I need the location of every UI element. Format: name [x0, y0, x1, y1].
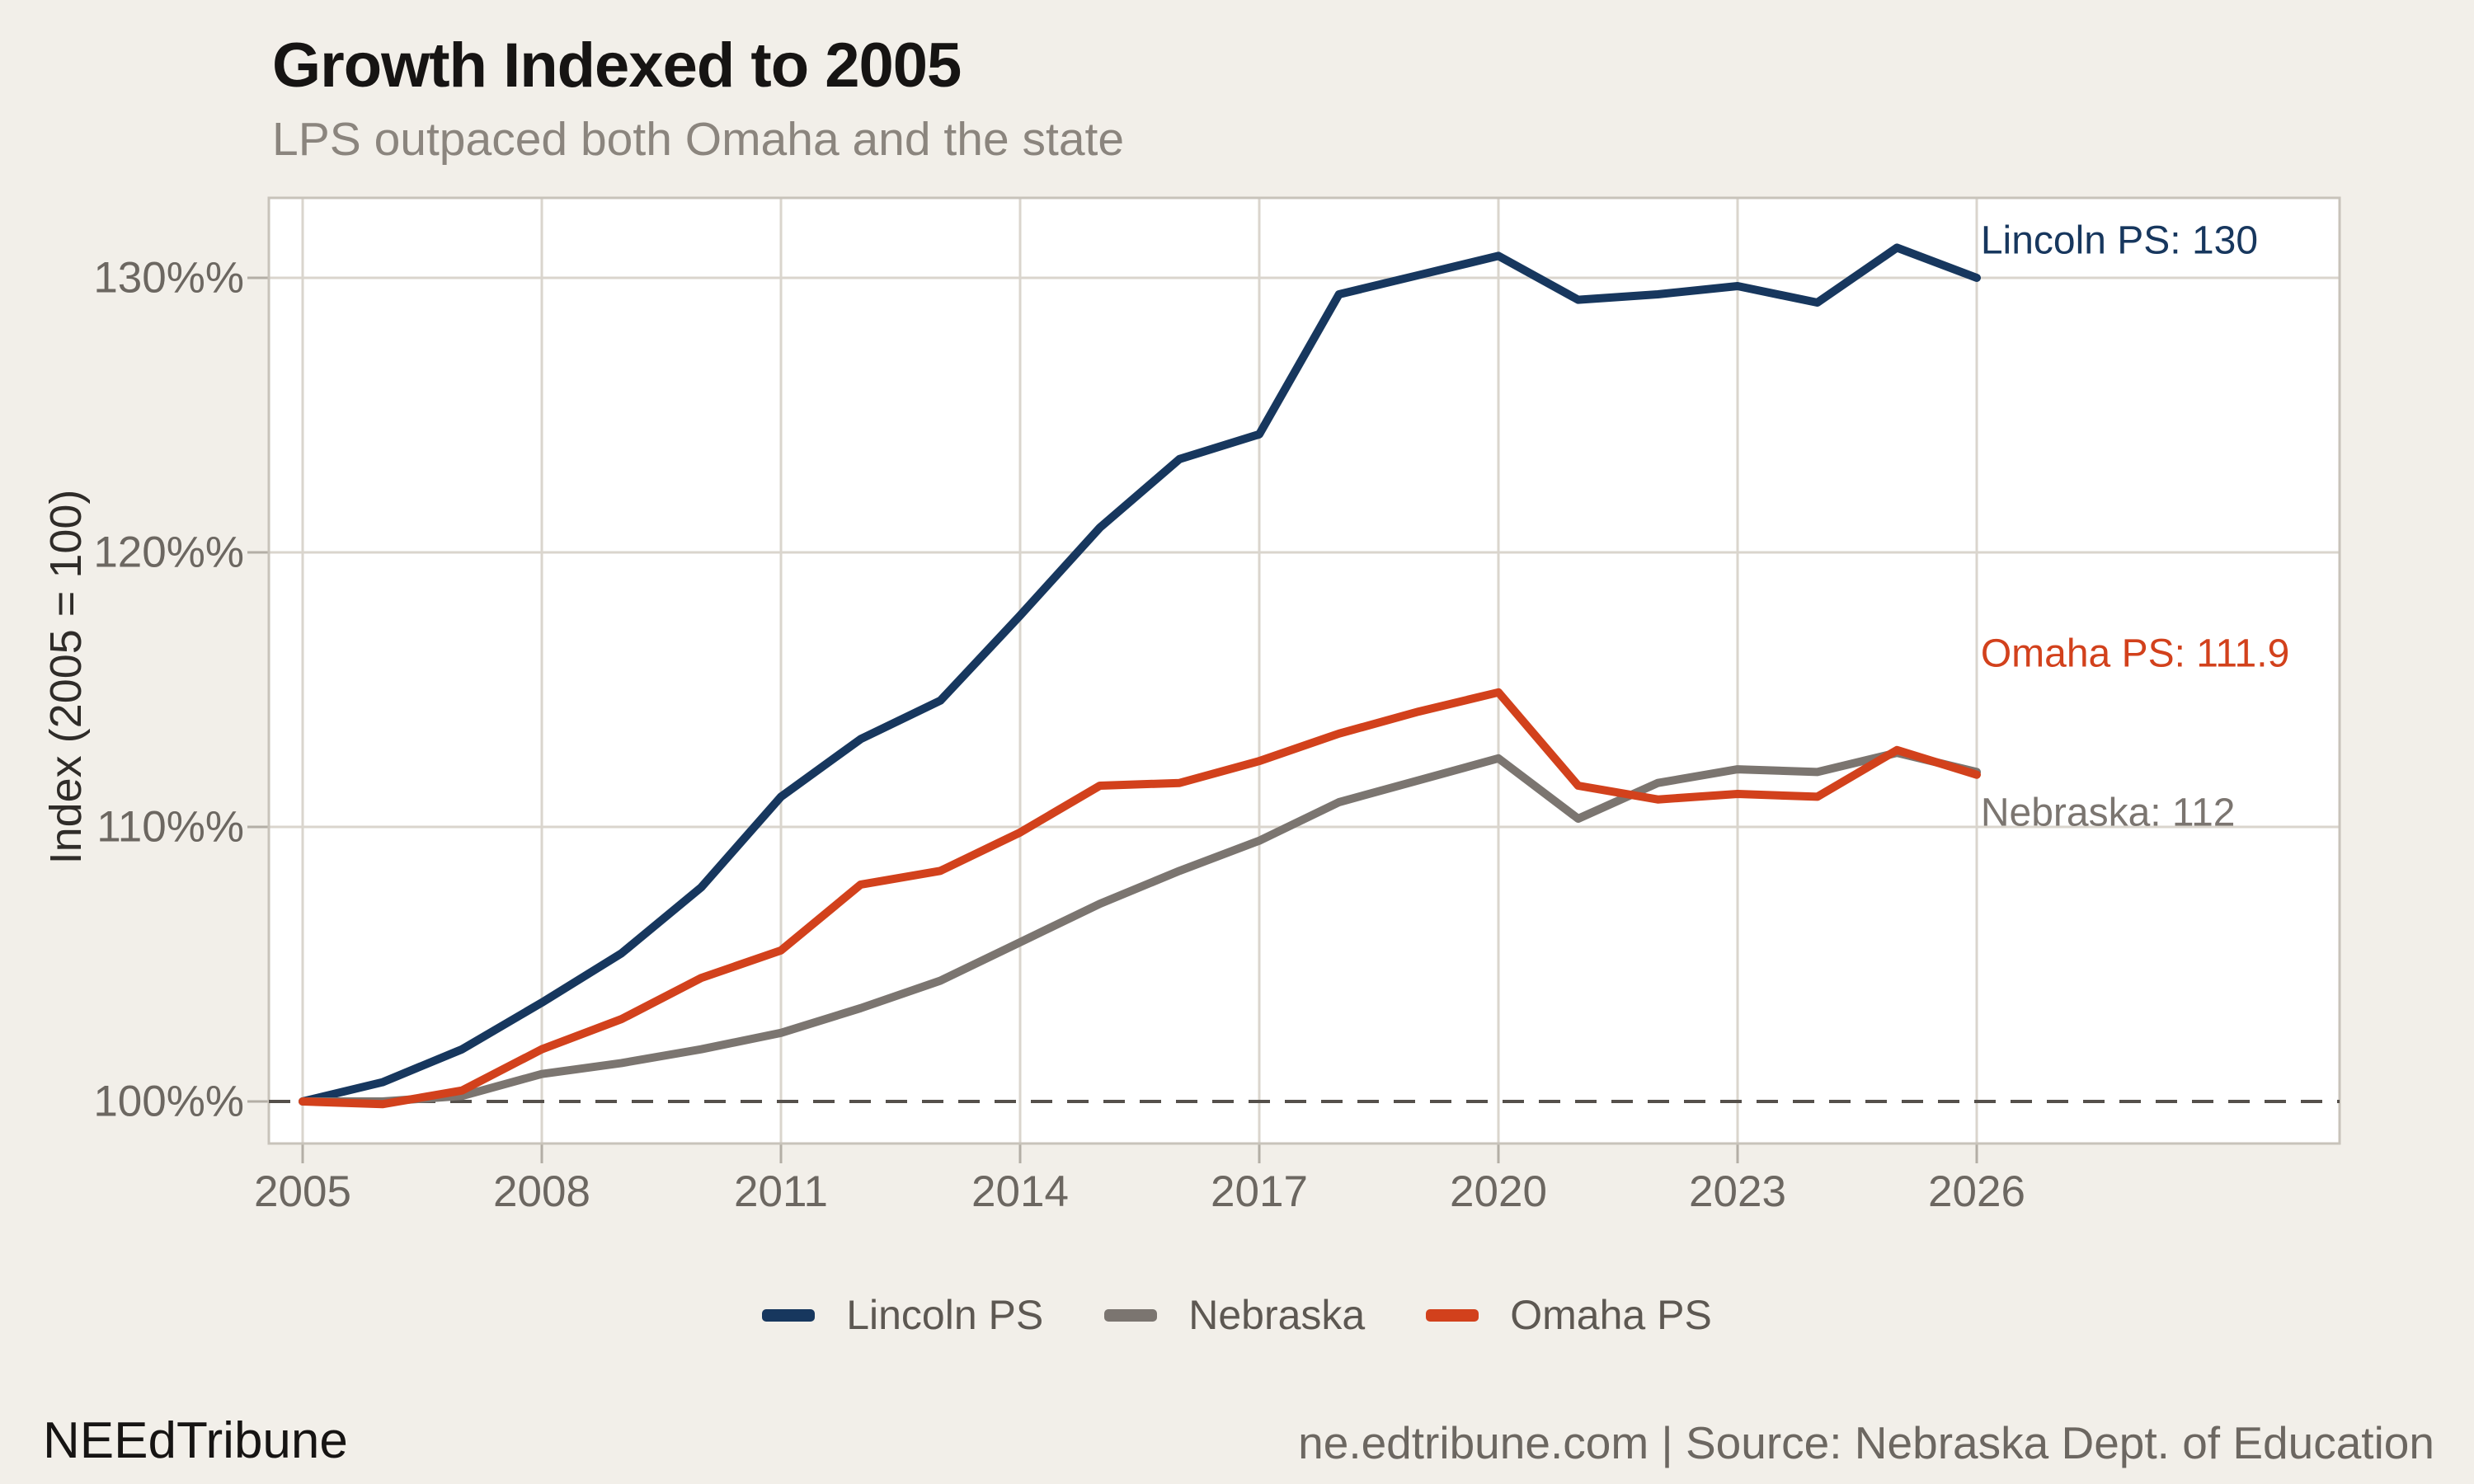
annotation-omaha: Omaha PS: 111.9: [1980, 632, 2290, 676]
annotation-lincoln: Lincoln PS: 130: [1980, 218, 2259, 263]
x-tick-label: 2017: [1211, 1167, 1308, 1216]
legend-item-nebraska: Nebraska: [1104, 1291, 1365, 1339]
omaha-ps-line: [299, 688, 1981, 1109]
x-tick-label: 2023: [1689, 1167, 1786, 1216]
legend-item-omaha: Omaha PS: [1426, 1291, 1712, 1339]
legend-item-lincoln: Lincoln PS: [762, 1291, 1043, 1339]
annotation-nebraska: Nebraska: 112: [1980, 791, 2236, 835]
legend-label: Omaha PS: [1510, 1292, 1712, 1338]
omaha-line-swatch-icon: [1426, 1308, 1479, 1322]
y-tick-label: 100%%: [93, 1077, 244, 1126]
chart-legend: Lincoln PS Nebraska Omaha PS: [0, 1291, 2474, 1339]
gridlines: [269, 198, 2340, 1144]
y-tick-label: 130%%: [93, 253, 244, 303]
axis-ticks: [247, 276, 1978, 1163]
source-attribution: ne.edtribune.com | Source: Nebraska Dept…: [1298, 1417, 2434, 1468]
x-tick-label: 2014: [971, 1167, 1069, 1216]
x-tick-label: 2005: [254, 1167, 351, 1216]
x-tick-label: 2008: [493, 1167, 590, 1216]
legend-label: Lincoln PS: [846, 1292, 1044, 1338]
plot-frame: [267, 196, 2341, 1145]
publisher-logo: NEEdTribune: [43, 1412, 348, 1469]
x-tick-label: 2020: [1450, 1167, 1547, 1216]
chart-subtitle: LPS outpaced both Omaha and the state: [272, 113, 1125, 166]
x-tick-label: 2011: [734, 1167, 828, 1216]
y-axis-title: Index (2005 = 100): [41, 489, 91, 865]
lincoln-line-swatch-icon: [762, 1308, 816, 1322]
y-tick-label: 110%%: [96, 802, 244, 852]
lincoln-ps-line: [299, 243, 1981, 1106]
nebraska-line-swatch-icon: [1104, 1308, 1158, 1322]
chart-title: Growth Indexed to 2005: [272, 31, 962, 101]
nebraska-line: [299, 749, 1981, 1106]
x-tick-label: 2026: [1928, 1167, 2025, 1216]
y-tick-label: 120%%: [93, 528, 244, 577]
legend-label: Nebraska: [1188, 1292, 1366, 1338]
data-series-lines: [299, 243, 1981, 1109]
